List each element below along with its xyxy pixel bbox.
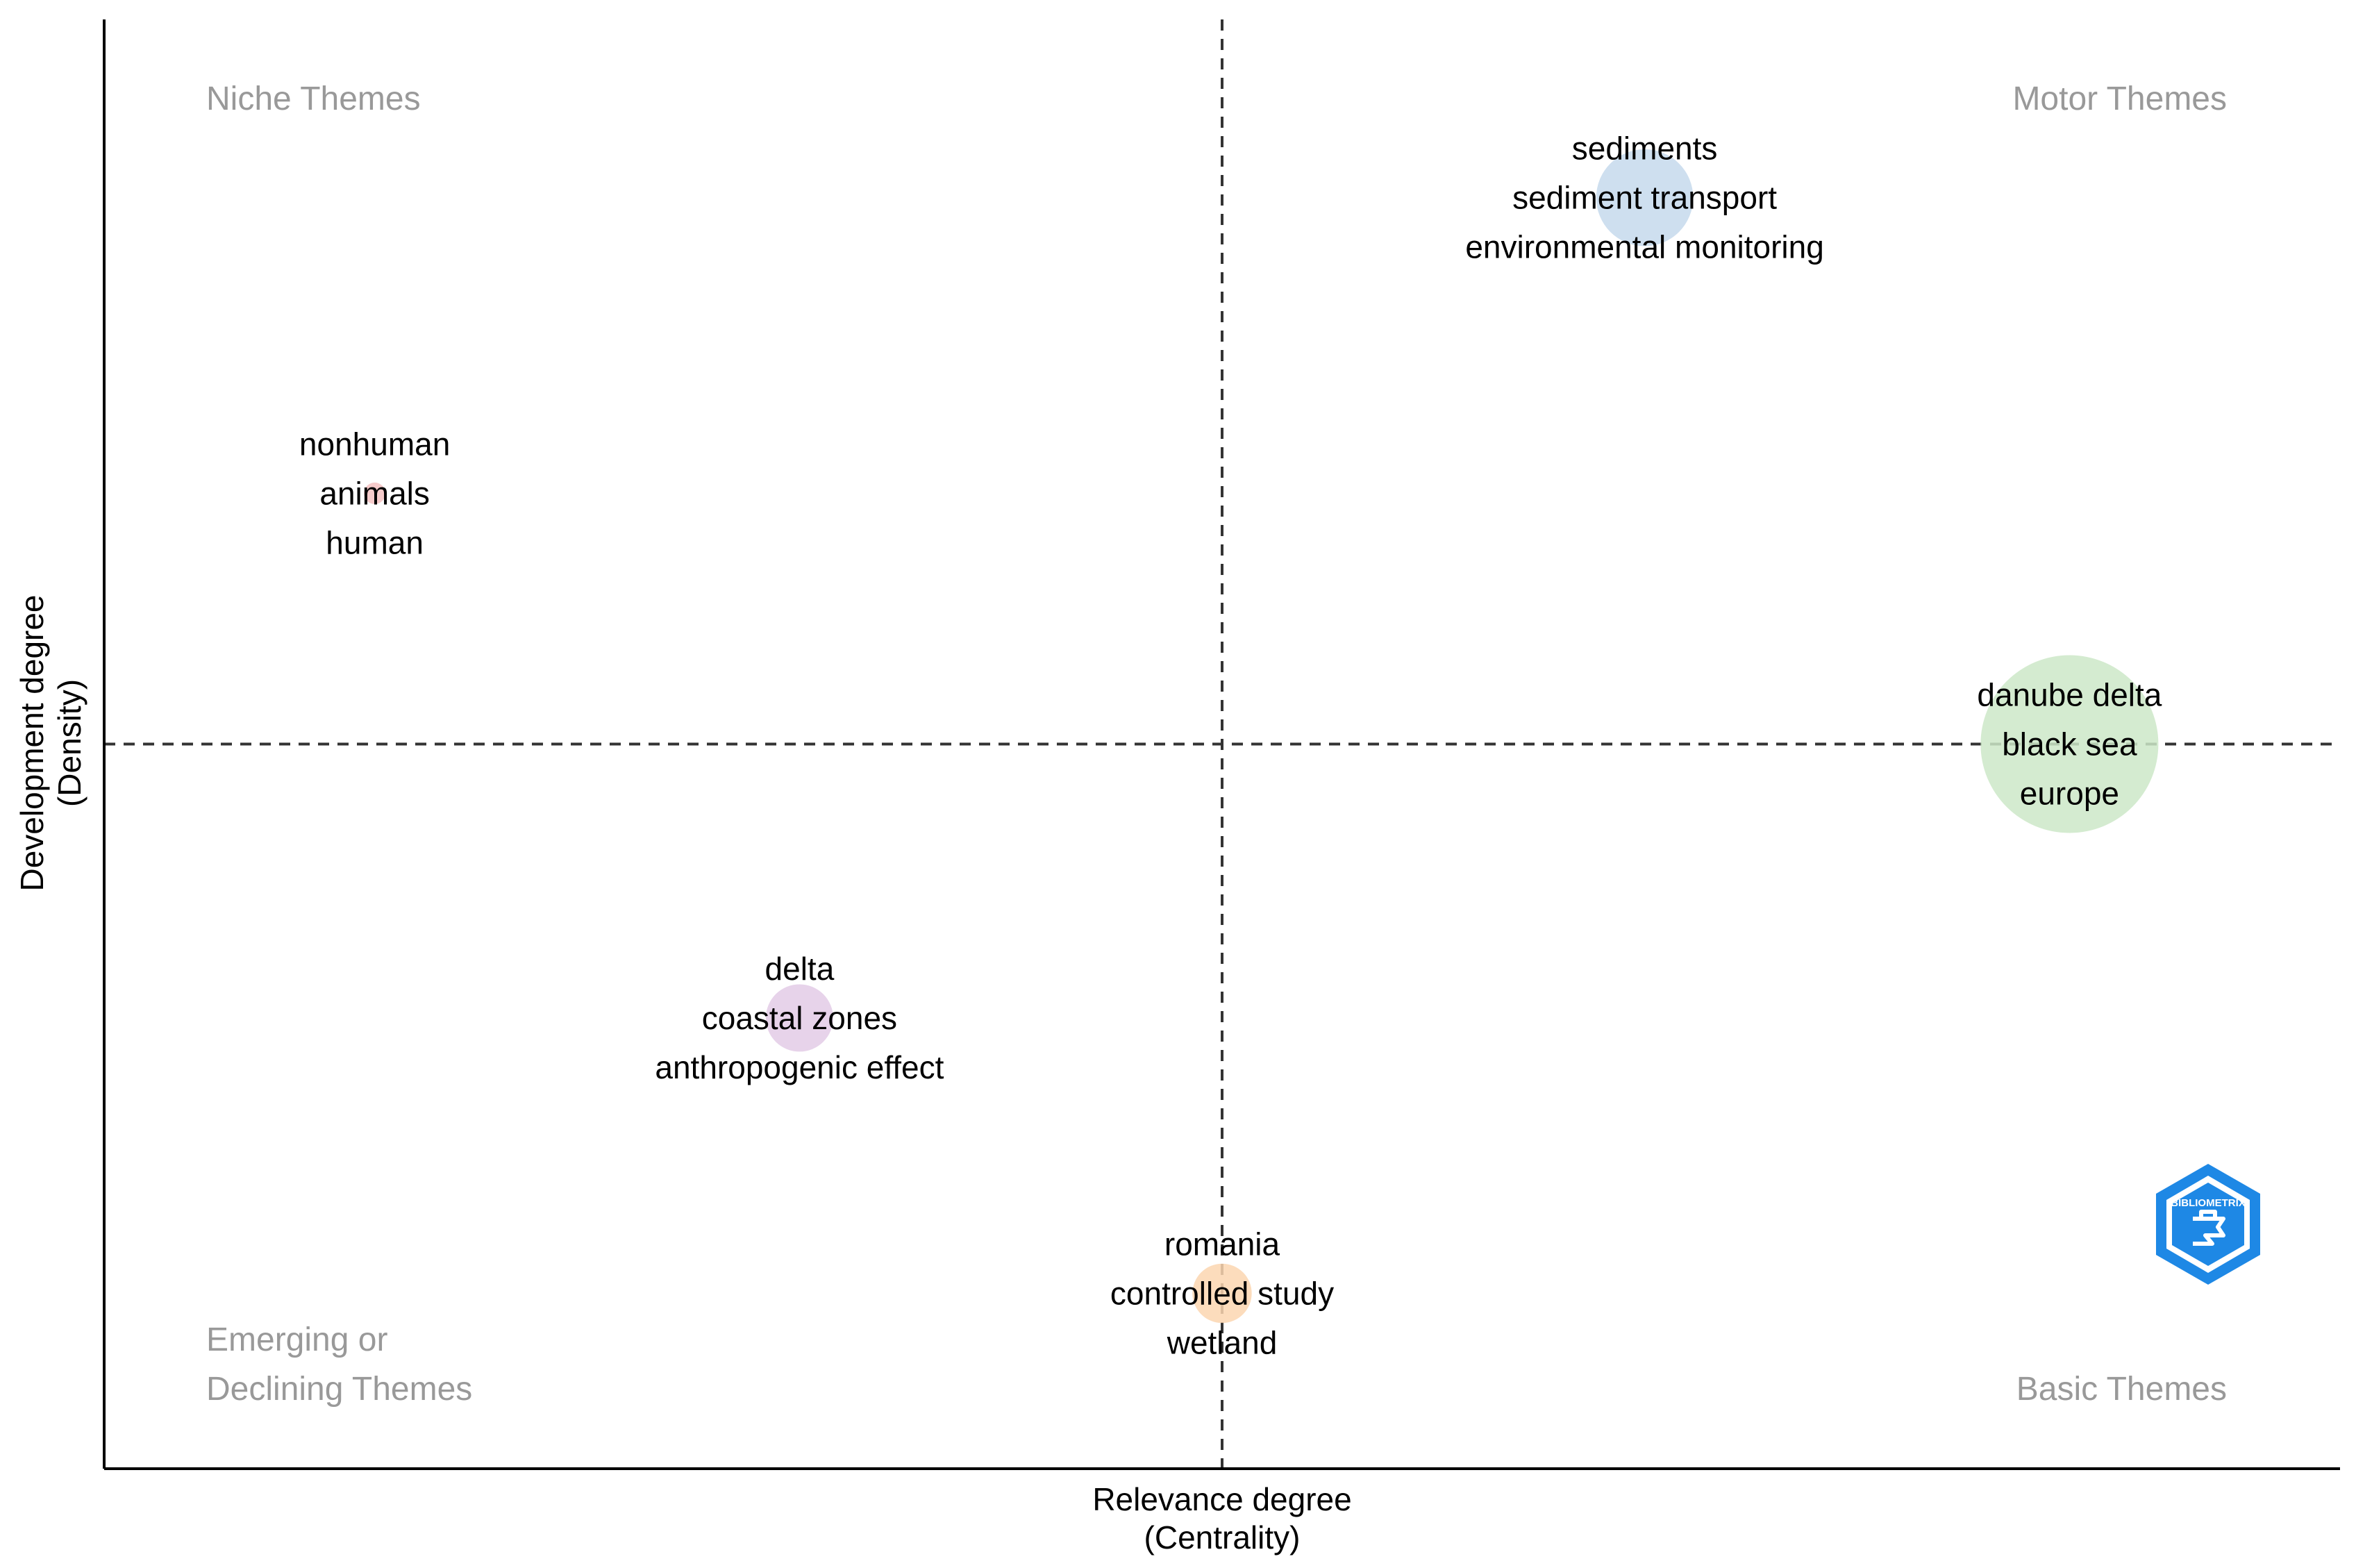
- logo-hexagon-core: [2172, 1183, 2244, 1266]
- quadrant-label-emerging-line1: Emerging or: [206, 1321, 387, 1358]
- cluster-5-label-2: controlled study: [1110, 1275, 1334, 1311]
- x-axis-title-line1: Relevance degree: [1092, 1481, 1351, 1517]
- cluster-5-label-1: romania: [1164, 1226, 1280, 1262]
- cluster-2-label-3: human: [326, 524, 424, 560]
- cluster-4-label-1: delta: [765, 951, 835, 987]
- quadrant-label-basic-line1: Basic Themes: [2016, 1371, 2227, 1408]
- quadrant-divider-lines: [104, 19, 2340, 1469]
- logo-text: BIBLIOMETRIX: [2171, 1197, 2246, 1209]
- cluster-1-label-3: environmental monitoring: [1465, 229, 1824, 265]
- axes: [103, 19, 2340, 1470]
- cluster-bubble-4: [765, 984, 833, 1052]
- cluster-bubble-2: [364, 482, 386, 504]
- quadrant-label-emerging-line2: Declining Themes: [206, 1371, 472, 1408]
- cluster-bubbles: [364, 149, 2159, 1324]
- cluster-bubble-3: [1980, 655, 2159, 833]
- cluster-2-label-2: animals: [319, 475, 430, 511]
- cluster-4-label-2: coastal zones: [702, 1000, 897, 1036]
- bibliometrix-logo: BIBLIOMETRIX: [2156, 1164, 2260, 1285]
- cluster-bubble-5: [1192, 1263, 1252, 1324]
- cluster-5-label-3: wetland: [1167, 1324, 1278, 1360]
- cluster-labels: sediments sediment transport environmental…: [299, 131, 2162, 1361]
- quadrant-label-motor-line1: Motor Themes: [2012, 81, 2227, 117]
- x-axis-title-line2: (Centrality): [1144, 1519, 1301, 1556]
- y-axis-title-line1: Development degree: [14, 594, 50, 891]
- cluster-2-label-1: nonhuman: [299, 426, 450, 462]
- cluster-3-label-2: black sea: [2002, 726, 2137, 762]
- cluster-3-label-1: danube delta: [1977, 677, 2162, 713]
- cluster-4-label-3: anthropogenic effect: [655, 1049, 944, 1085]
- logo-book-icon: [2193, 1210, 2225, 1246]
- cluster-1-label-2: sediment transport: [1512, 180, 1777, 216]
- cluster-3-label-3: europe: [2020, 776, 2119, 812]
- quadrant-label-niche-line1: Niche Themes: [206, 81, 421, 117]
- cluster-1-label-1: sediments: [1572, 131, 1718, 167]
- quadrant-labels: Niche Themes Motor Themes Emerging or Decli…: [206, 81, 2227, 1408]
- cluster-bubble-1: [1596, 149, 1694, 247]
- y-axis-title-line2: (Density): [51, 679, 87, 807]
